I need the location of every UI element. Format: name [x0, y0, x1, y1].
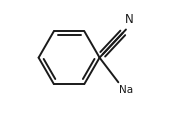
- Text: Na: Na: [119, 85, 133, 96]
- Text: N: N: [125, 13, 134, 26]
